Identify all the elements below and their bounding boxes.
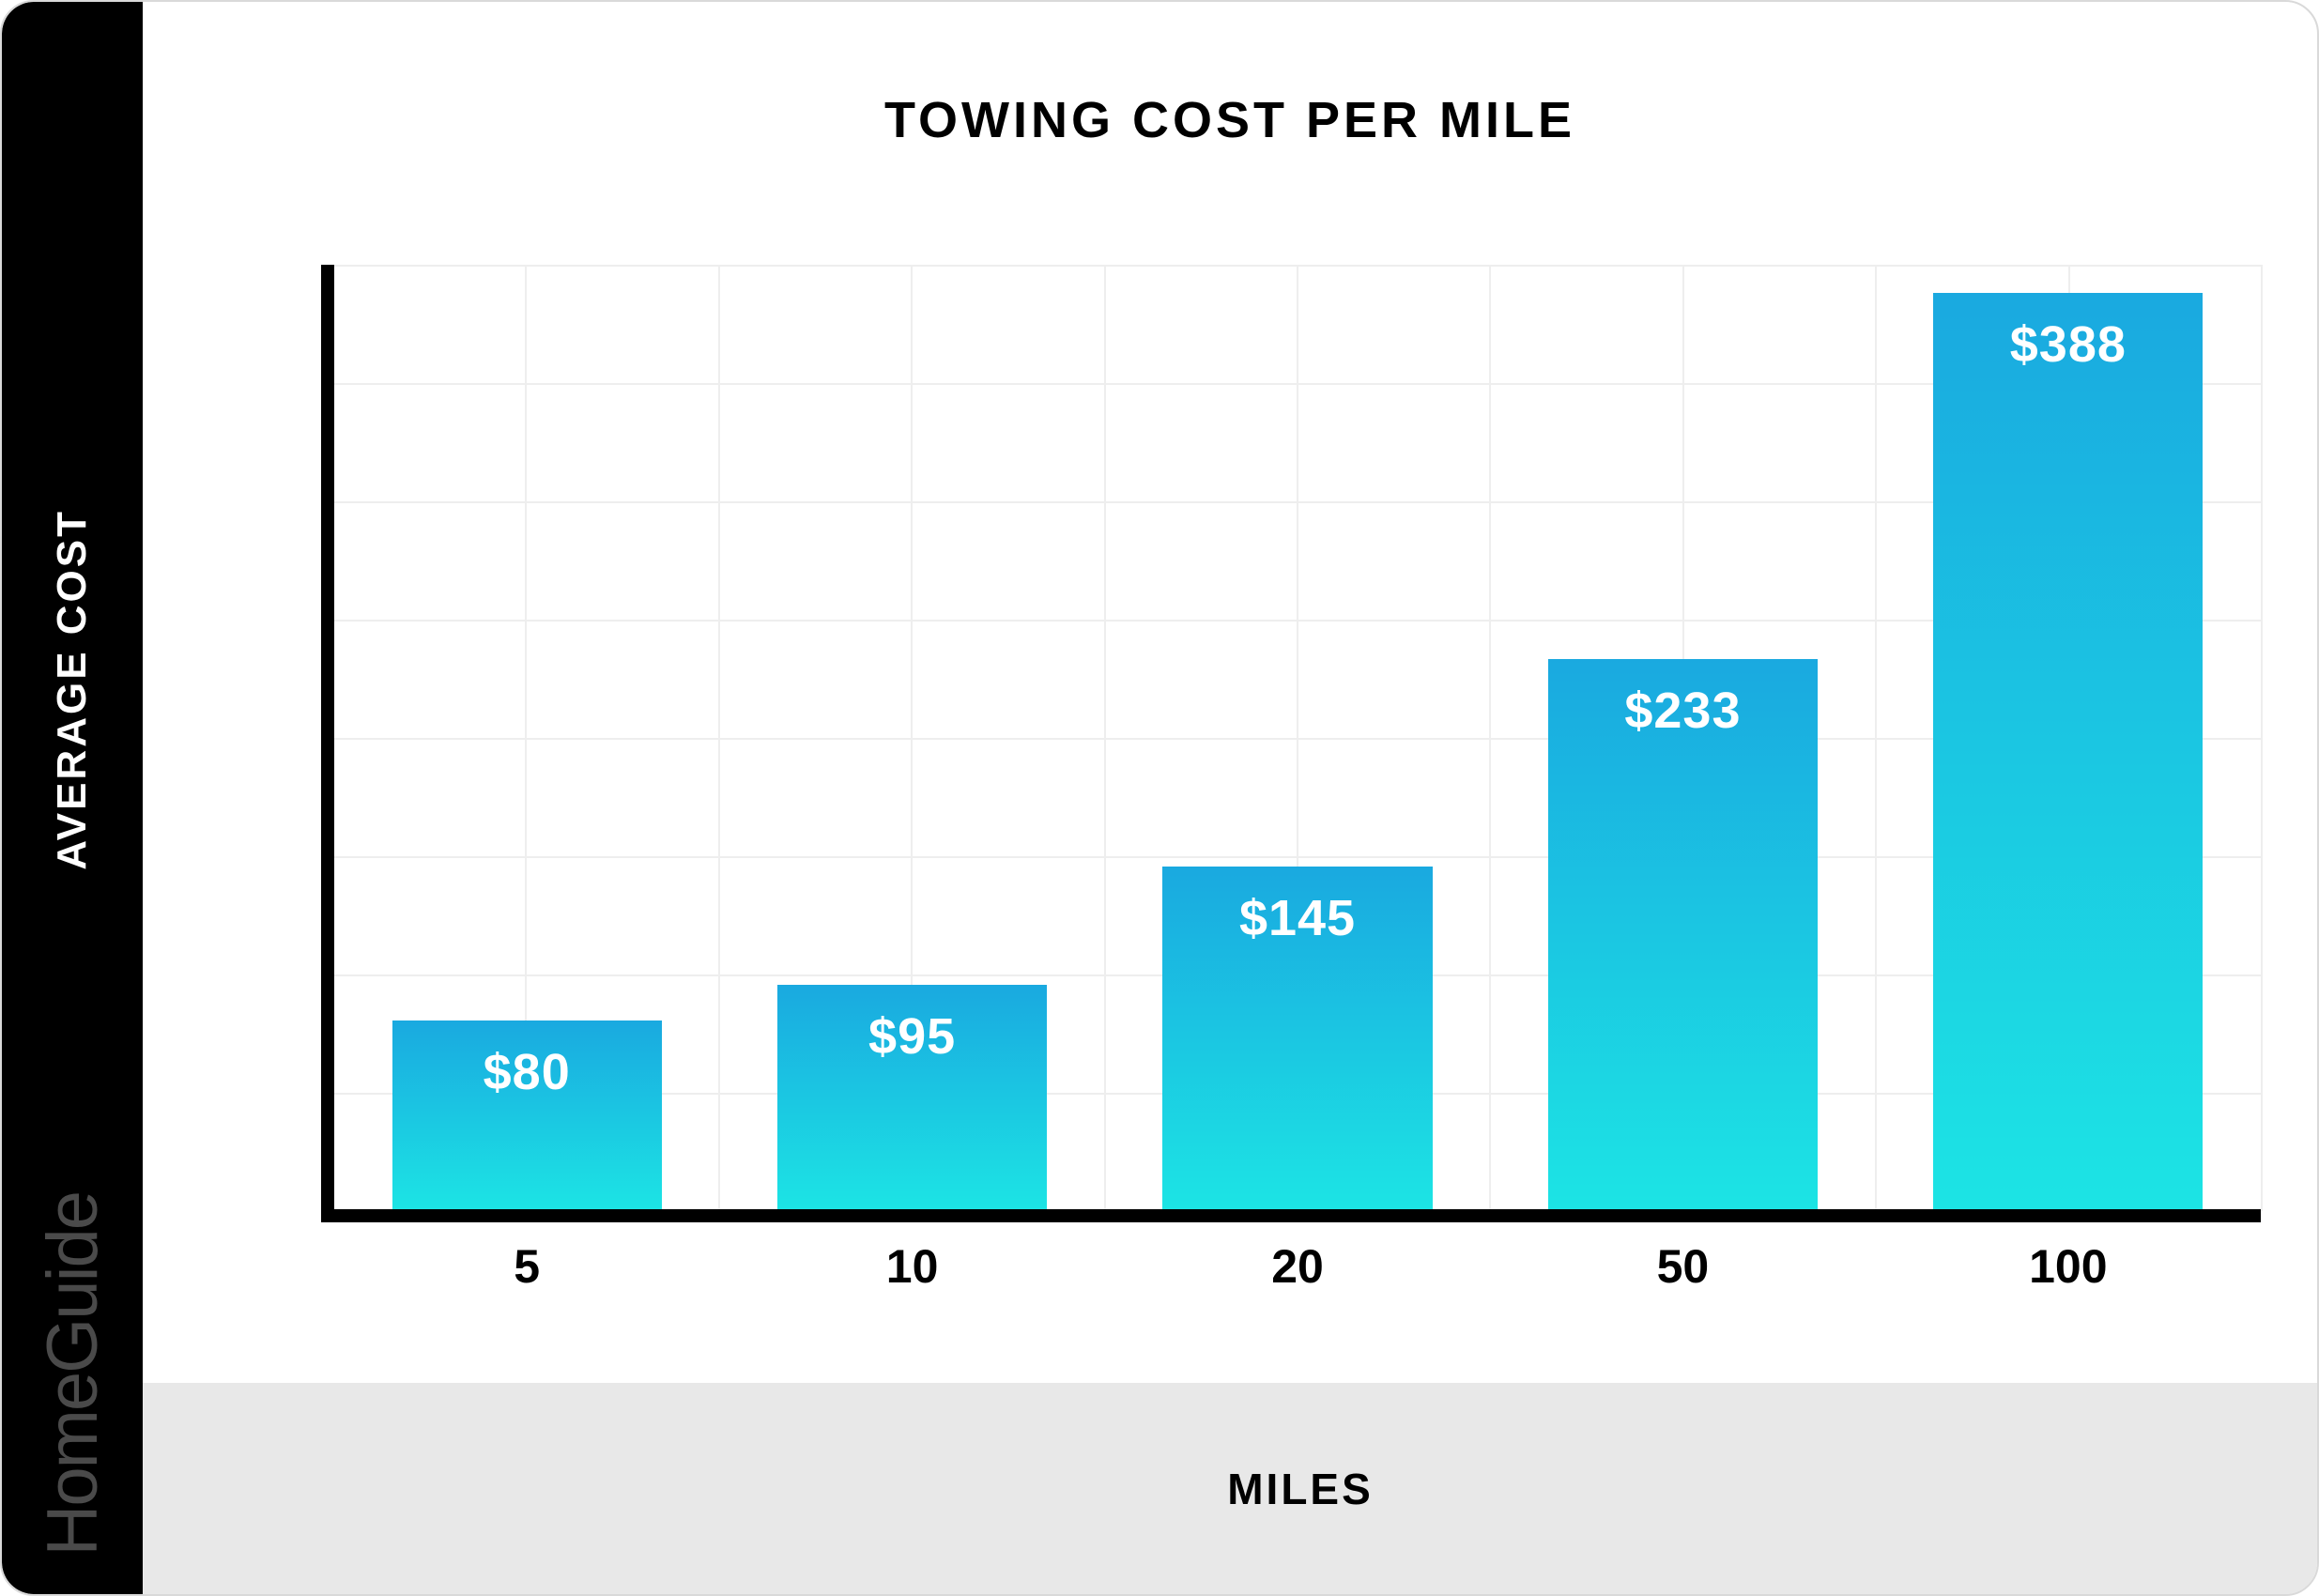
bar: $145 <box>1162 867 1432 1209</box>
bar: $80 <box>392 1021 662 1209</box>
bars-container: $805$9510$14520$23350$388100 <box>334 265 2261 1209</box>
brand-logo: HomeGuide <box>32 1192 114 1557</box>
x-tick-label: 10 <box>719 1239 1104 1294</box>
x-axis-strip: MILES <box>143 1383 2317 1594</box>
x-tick-label: 20 <box>1105 1239 1490 1294</box>
y-axis-line <box>321 265 334 1222</box>
chart-title: TOWING COST PER MILE <box>143 91 2317 149</box>
x-tick-label: 50 <box>1490 1239 1875 1294</box>
x-axis-line <box>321 1209 2261 1222</box>
left-sidebar: AVERAGE COST HomeGuide <box>2 2 143 1594</box>
bar-value-label: $233 <box>1624 682 1741 1209</box>
bar: $233 <box>1548 659 1818 1209</box>
brand-part1: Home <box>33 1373 113 1557</box>
x-tick-label: 100 <box>1876 1239 2261 1294</box>
brand-part2: Guide <box>33 1192 113 1373</box>
chart-frame: AVERAGE COST HomeGuide TOWING COST PER M… <box>0 0 2319 1596</box>
bar-slot: $805 <box>334 265 719 1209</box>
bar-value-label: $145 <box>1239 889 1356 1209</box>
bar-value-label: $95 <box>868 1007 956 1209</box>
plot-area: $805$9510$14520$23350$388100 <box>321 265 2261 1222</box>
bar-slot: $14520 <box>1105 265 1490 1209</box>
bar: $388 <box>1933 293 2203 1209</box>
main-area: TOWING COST PER MILE $805$9510$14520$233… <box>143 2 2317 1594</box>
bar: $95 <box>777 985 1047 1209</box>
bar-slot: $9510 <box>719 265 1104 1209</box>
bar-slot: $23350 <box>1490 265 1875 1209</box>
y-axis-label: AVERAGE COST <box>49 509 96 870</box>
bar-value-label: $388 <box>2010 315 2127 1209</box>
x-tick-label: 5 <box>334 1239 719 1294</box>
bar-value-label: $80 <box>484 1043 571 1209</box>
bar-slot: $388100 <box>1876 265 2261 1209</box>
x-axis-label: MILES <box>1227 1464 1374 1514</box>
